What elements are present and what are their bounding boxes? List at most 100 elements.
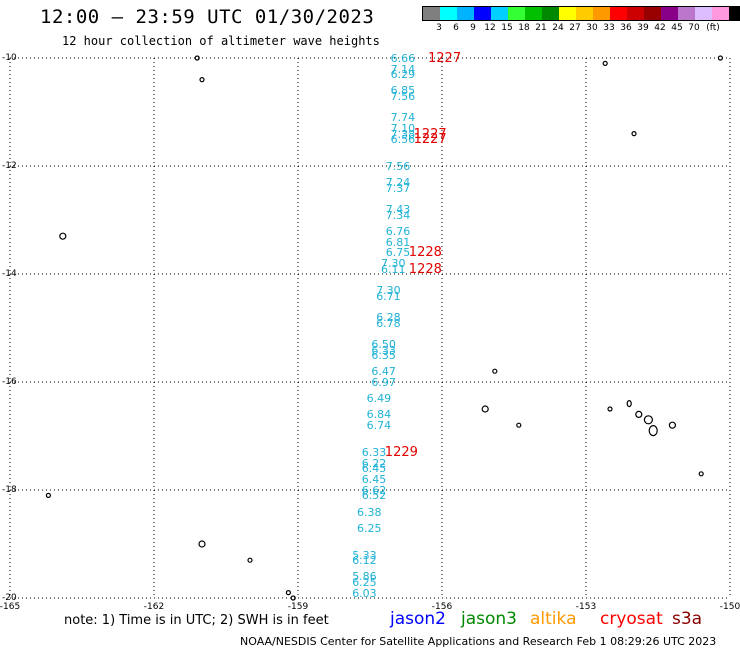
scale-swatch — [457, 7, 474, 20]
scale-label: 9 — [470, 23, 476, 33]
lat-tick-label: -10 — [2, 53, 17, 63]
wave-height-value: 7.37 — [385, 181, 411, 195]
cycle-number: 1228 — [408, 245, 442, 261]
wave-height-value: 6.28 — [376, 311, 401, 325]
island-outline — [698, 471, 704, 477]
scale-swatch — [491, 7, 508, 20]
wave-height-value: 6.85 — [390, 84, 416, 98]
lon-tick-label: -165 — [0, 602, 21, 612]
wave-height-value: 6.97 — [371, 376, 396, 389]
wave-height-value: 6.84 — [366, 408, 392, 422]
lon-tick-label: -153 — [575, 602, 597, 612]
color-scale-labels: 3 6 9 12 15 18 21 24 27 30 33 36 39 42 45 70 (ft) — [422, 21, 740, 35]
scale-swatch — [695, 7, 712, 20]
cycle-number: 1227 — [413, 132, 447, 147]
legend-item-jason3: jason3 — [461, 609, 517, 629]
scale-swatch — [644, 7, 661, 20]
credit-line: NOAA/NESDIS Center for Satellite Applica… — [240, 635, 717, 648]
wave-height-value: 6.76 — [385, 224, 411, 238]
island-outline — [45, 492, 52, 498]
page-title: 12:00 — 23:59 UTC 01/30/2023 — [40, 6, 375, 28]
wave-height-value: 6.49 — [366, 392, 392, 406]
footnote: note: 1) Time is in UTC; 2) SWH is in fe… — [64, 613, 329, 628]
wave-height-value: 6.81 — [385, 235, 411, 249]
scale-swatch — [440, 7, 457, 20]
lat-tick-label: -18 — [2, 485, 17, 495]
scale-swatch — [559, 7, 576, 20]
scale-swatch — [610, 7, 627, 20]
wave-height-value: 6.33 — [361, 446, 387, 460]
legend-item-jason2: jason2 — [390, 609, 446, 629]
island-outline — [648, 425, 658, 437]
page-subtitle: 12 hour collection of altimeter wave hei… — [62, 34, 380, 48]
scale-swatch — [661, 7, 678, 20]
lat-tick-label: -12 — [2, 161, 17, 171]
wave-height-value: 5.33 — [352, 548, 377, 562]
wave-height-value: 7.24 — [385, 176, 411, 190]
cycle-number: 1227 — [413, 126, 447, 142]
scale-swatch — [627, 7, 644, 20]
scale-label: 45 — [671, 23, 683, 33]
cycle-number: 1228 — [408, 261, 442, 277]
scale-swatch — [593, 7, 610, 20]
wave-height-value: 7.34 — [385, 208, 411, 222]
scale-swatch — [576, 7, 593, 20]
scale-label: 15 — [501, 23, 513, 33]
scale-swatch — [712, 7, 729, 20]
wave-height-value: 7.10 — [390, 122, 416, 136]
island-outline — [59, 232, 67, 240]
scale-label: 33 — [603, 23, 615, 33]
lat-tick-label: -20 — [2, 593, 17, 603]
island-outline — [607, 406, 613, 412]
legend-item-altika: altika — [530, 609, 577, 629]
scale-label: 27 — [569, 23, 581, 33]
wave-height-value: 6.45 — [361, 473, 387, 487]
island-outline — [285, 589, 291, 596]
island-outline — [631, 131, 637, 137]
color-scale: 3 6 9 12 15 18 21 24 27 30 33 36 39 42 45 70 (ft) — [422, 6, 740, 35]
scale-swatch — [729, 7, 740, 20]
islands — [45, 55, 724, 601]
wave-height-value: 6.50 — [371, 338, 396, 352]
scale-label: 30 — [586, 23, 598, 33]
wave-height-value: 7.56 — [385, 160, 411, 173]
scale-label: 21 — [535, 23, 547, 33]
island-outline — [194, 55, 200, 61]
island-outline — [717, 55, 724, 61]
island-outline — [516, 422, 522, 428]
scale-swatch — [423, 7, 440, 20]
wave-height-value: 6.35 — [371, 349, 396, 362]
wave-height-value: 6.45 — [361, 462, 387, 476]
wave-height-value: 7.30 — [381, 257, 406, 271]
scale-label: 70 — [688, 23, 700, 33]
wave-height-value: 7.74 — [390, 111, 416, 125]
map-grid — [9, 57, 731, 599]
wave-height-value: 6.29 — [390, 68, 416, 82]
scale-swatch — [542, 7, 559, 20]
island-outline — [199, 76, 205, 83]
scale-label: 36 — [620, 23, 632, 33]
island-outline — [198, 540, 206, 548]
scale-swatch — [678, 7, 695, 20]
scale-swatch — [508, 7, 525, 20]
island-outline — [626, 400, 632, 408]
cycle-number: 1227 — [428, 51, 462, 66]
wave-height-value: 7.30 — [376, 284, 401, 298]
island-outline — [481, 405, 489, 413]
island-outline — [492, 368, 498, 374]
wave-height-value: 7.38 — [390, 127, 416, 141]
wave-height-value: 6.66 — [390, 52, 416, 65]
lon-tick-label: -162 — [143, 602, 165, 612]
wave-height-value: 6.33 — [371, 343, 396, 357]
wave-height-value: 6.47 — [371, 365, 396, 379]
wave-height-value: 6.03 — [352, 586, 377, 600]
wave-height-value: 6.62 — [361, 484, 387, 497]
wave-height-value: 7.14 — [390, 62, 416, 76]
lat-tick-label: -14 — [2, 269, 17, 279]
lon-tick-label: -159 — [287, 602, 309, 612]
scale-label: 42 — [654, 23, 666, 33]
island-outline — [668, 421, 677, 429]
lon-tick-label: -150 — [719, 602, 740, 612]
wave-height-value: 6.75 — [385, 246, 411, 260]
